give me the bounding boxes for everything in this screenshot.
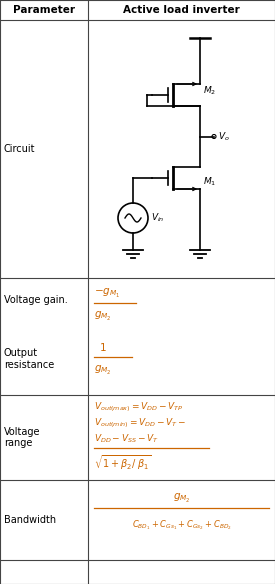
Text: $M_1$: $M_1$ (203, 176, 216, 188)
Text: Active load inverter: Active load inverter (123, 5, 240, 15)
Text: $V_{out(max)}= V_{DD}-V_{TP}$: $V_{out(max)}= V_{DD}-V_{TP}$ (94, 400, 183, 414)
Bar (0, 0, 275, 20)
Text: $g_{M_2}$: $g_{M_2}$ (173, 492, 190, 505)
Text: $M_2$: $M_2$ (203, 85, 216, 98)
Text: $g_{M_2}$: $g_{M_2}$ (94, 363, 112, 377)
Text: $V_{in}$: $V_{in}$ (151, 212, 164, 224)
Text: $V_{out(min)} = V_{DD} - V_T -$: $V_{out(min)} = V_{DD} - V_T -$ (94, 416, 186, 430)
Text: Voltage gain.: Voltage gain. (4, 295, 68, 305)
Text: $V_{DD}-V_{SS}-V_T$: $V_{DD}-V_{SS}-V_T$ (94, 433, 159, 445)
Text: $g_{M_2}$: $g_{M_2}$ (94, 310, 112, 322)
Text: $V_o$: $V_o$ (218, 130, 230, 142)
Text: $C_{BD_1}+C_{Gs_1}+C_{Gs_2}+C_{BD_2}$: $C_{BD_1}+C_{Gs_1}+C_{Gs_2}+C_{BD_2}$ (131, 518, 232, 532)
Text: Parameter: Parameter (13, 5, 75, 15)
Text: $1$: $1$ (99, 341, 107, 353)
Text: $\sqrt{1+\beta_2/\ \beta_1}$: $\sqrt{1+\beta_2/\ \beta_1}$ (94, 454, 152, 472)
Text: Bandwidth: Bandwidth (4, 515, 56, 525)
Text: $-g_{M_1}$: $-g_{M_1}$ (94, 287, 120, 300)
Text: Output
resistance: Output resistance (4, 348, 54, 370)
Text: Circuit: Circuit (4, 144, 35, 154)
Text: Voltage
range: Voltage range (4, 427, 40, 449)
